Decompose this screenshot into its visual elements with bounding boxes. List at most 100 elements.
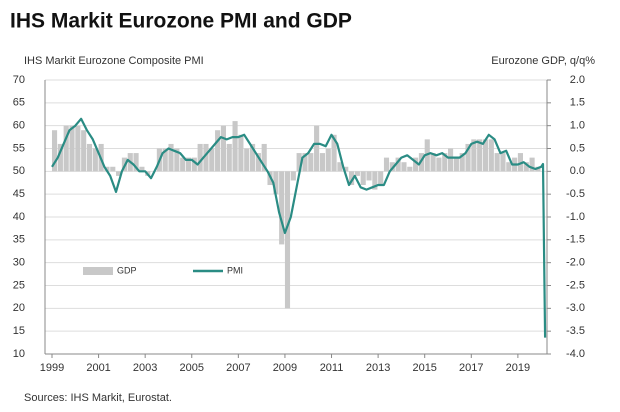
- x-tick-label: 2019: [506, 362, 530, 374]
- bar: [482, 139, 489, 172]
- bar: [209, 148, 215, 172]
- y-tick-label: 60: [13, 120, 25, 132]
- bar: [436, 157, 442, 172]
- y2-tick-label: 0.5: [570, 142, 585, 154]
- bar: [360, 171, 366, 186]
- bar: [279, 171, 285, 245]
- y-tick-label: 65: [13, 97, 25, 109]
- y2-tick-label: -2.0: [566, 257, 585, 269]
- bar: [75, 125, 81, 172]
- y-tick-label: 35: [13, 234, 25, 246]
- x-tick-label: 2013: [366, 362, 390, 374]
- bar: [232, 121, 238, 172]
- bar: [249, 143, 256, 172]
- bar: [174, 148, 180, 172]
- bar: [215, 130, 221, 172]
- bar: [378, 171, 384, 186]
- bar: [284, 171, 291, 309]
- bar: [465, 143, 471, 172]
- bar: [110, 166, 116, 172]
- bar: [63, 125, 69, 172]
- bar: [92, 148, 98, 172]
- x-tick-label: 1999: [40, 362, 64, 374]
- bar: [430, 153, 436, 172]
- y-tick-label: 50: [13, 165, 25, 177]
- bar: [366, 171, 372, 181]
- bar: [296, 153, 302, 172]
- y2-tick-label: -2.5: [566, 279, 585, 291]
- x-tick-label: 2017: [459, 362, 483, 374]
- x-tick-label: 2011: [320, 362, 344, 374]
- bar: [471, 139, 477, 172]
- y-tick-label: 25: [13, 279, 25, 291]
- bar: [319, 153, 326, 172]
- y-tick-label: 55: [13, 142, 25, 154]
- bar: [337, 162, 343, 172]
- bar: [197, 143, 203, 172]
- y2-tick-label: -3.5: [566, 325, 585, 337]
- bar: [447, 148, 454, 172]
- bar: [477, 139, 483, 172]
- y-axis-label: IHS Markit Eurozone Composite PMI: [24, 55, 204, 67]
- bar: [191, 157, 197, 172]
- bar: [133, 153, 139, 172]
- bar: [517, 153, 524, 172]
- bar: [255, 153, 261, 172]
- y2-tick-label: -4.0: [566, 348, 585, 360]
- bar: [261, 143, 267, 172]
- bar: [407, 166, 413, 172]
- legend-label: GDP: [117, 265, 137, 275]
- y-tick-label: 10: [13, 348, 25, 360]
- y2-tick-label: 0.0: [570, 165, 585, 177]
- bar: [180, 157, 186, 172]
- bar: [459, 153, 465, 172]
- bar: [51, 130, 58, 172]
- y2-axis-label: Eurozone GDP, q/q%: [491, 55, 595, 67]
- bar: [523, 162, 529, 172]
- x-tick-label: 2015: [412, 362, 436, 374]
- line: [51, 117, 547, 338]
- bar: [238, 134, 244, 172]
- bar: [185, 157, 192, 172]
- x-tick-label: 2003: [133, 362, 157, 374]
- bar: [348, 171, 355, 186]
- bar: [69, 125, 75, 172]
- x-tick-label: 2001: [86, 362, 110, 374]
- y2-tick-label: 1.0: [570, 120, 585, 132]
- bar: [244, 148, 250, 172]
- bar: [488, 139, 494, 172]
- legend-label: PMI: [227, 265, 243, 275]
- bar: [529, 157, 535, 172]
- bar: [302, 153, 308, 172]
- bar: [401, 162, 407, 172]
- x-tick-label: 2007: [226, 362, 250, 374]
- bar: [226, 143, 232, 172]
- y2-tick-label: -1.0: [566, 211, 585, 223]
- y2-tick-label: -0.5: [566, 188, 585, 200]
- y2-tick-label: 2.0: [570, 74, 585, 86]
- x-tick-label: 2005: [180, 362, 204, 374]
- bar: [81, 130, 87, 172]
- bar: [168, 143, 174, 172]
- bar: [314, 125, 320, 172]
- bar: [413, 157, 419, 172]
- y-tick-label: 30: [13, 257, 25, 269]
- bar: [203, 143, 209, 172]
- legend-swatch: [83, 267, 113, 275]
- bar: [290, 171, 296, 181]
- bar: [331, 134, 337, 172]
- bar: [506, 162, 512, 172]
- bar: [86, 143, 93, 172]
- y-tick-label: 70: [13, 74, 25, 86]
- bar: [220, 125, 226, 172]
- bar: [494, 153, 500, 172]
- bar: [308, 153, 314, 172]
- y2-tick-label: -1.5: [566, 234, 585, 246]
- bar: [325, 148, 331, 172]
- bar: [162, 148, 168, 172]
- bar: [383, 157, 390, 172]
- bar: [343, 166, 349, 172]
- chart-title: IHS Markit Eurozone PMI and GDP: [10, 10, 352, 33]
- bar: [395, 157, 401, 172]
